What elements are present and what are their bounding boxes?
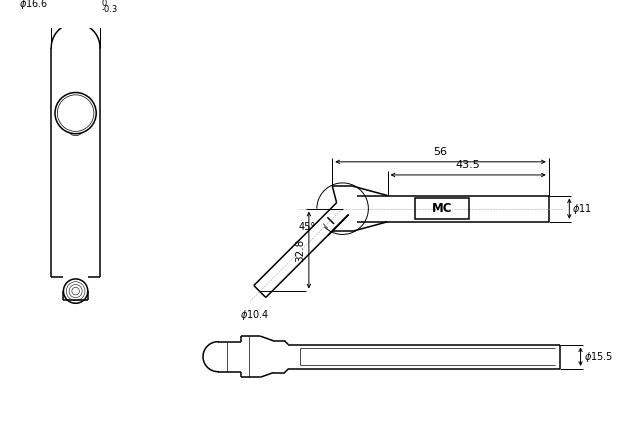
Bar <box>415 198 469 219</box>
Text: $\phi$10.4: $\phi$10.4 <box>241 308 270 322</box>
Text: 45°: 45° <box>298 222 316 232</box>
Text: 56: 56 <box>433 147 448 157</box>
Text: 0: 0 <box>102 0 107 8</box>
Text: 43.5: 43.5 <box>456 160 480 170</box>
Text: $\phi$11: $\phi$11 <box>572 202 592 216</box>
Text: 32.8: 32.8 <box>295 239 305 262</box>
Text: -0.3: -0.3 <box>102 5 118 14</box>
Text: $\phi$15.5: $\phi$15.5 <box>584 350 614 364</box>
Text: MC: MC <box>432 202 452 215</box>
Text: $\phi$16.6: $\phi$16.6 <box>19 0 48 11</box>
